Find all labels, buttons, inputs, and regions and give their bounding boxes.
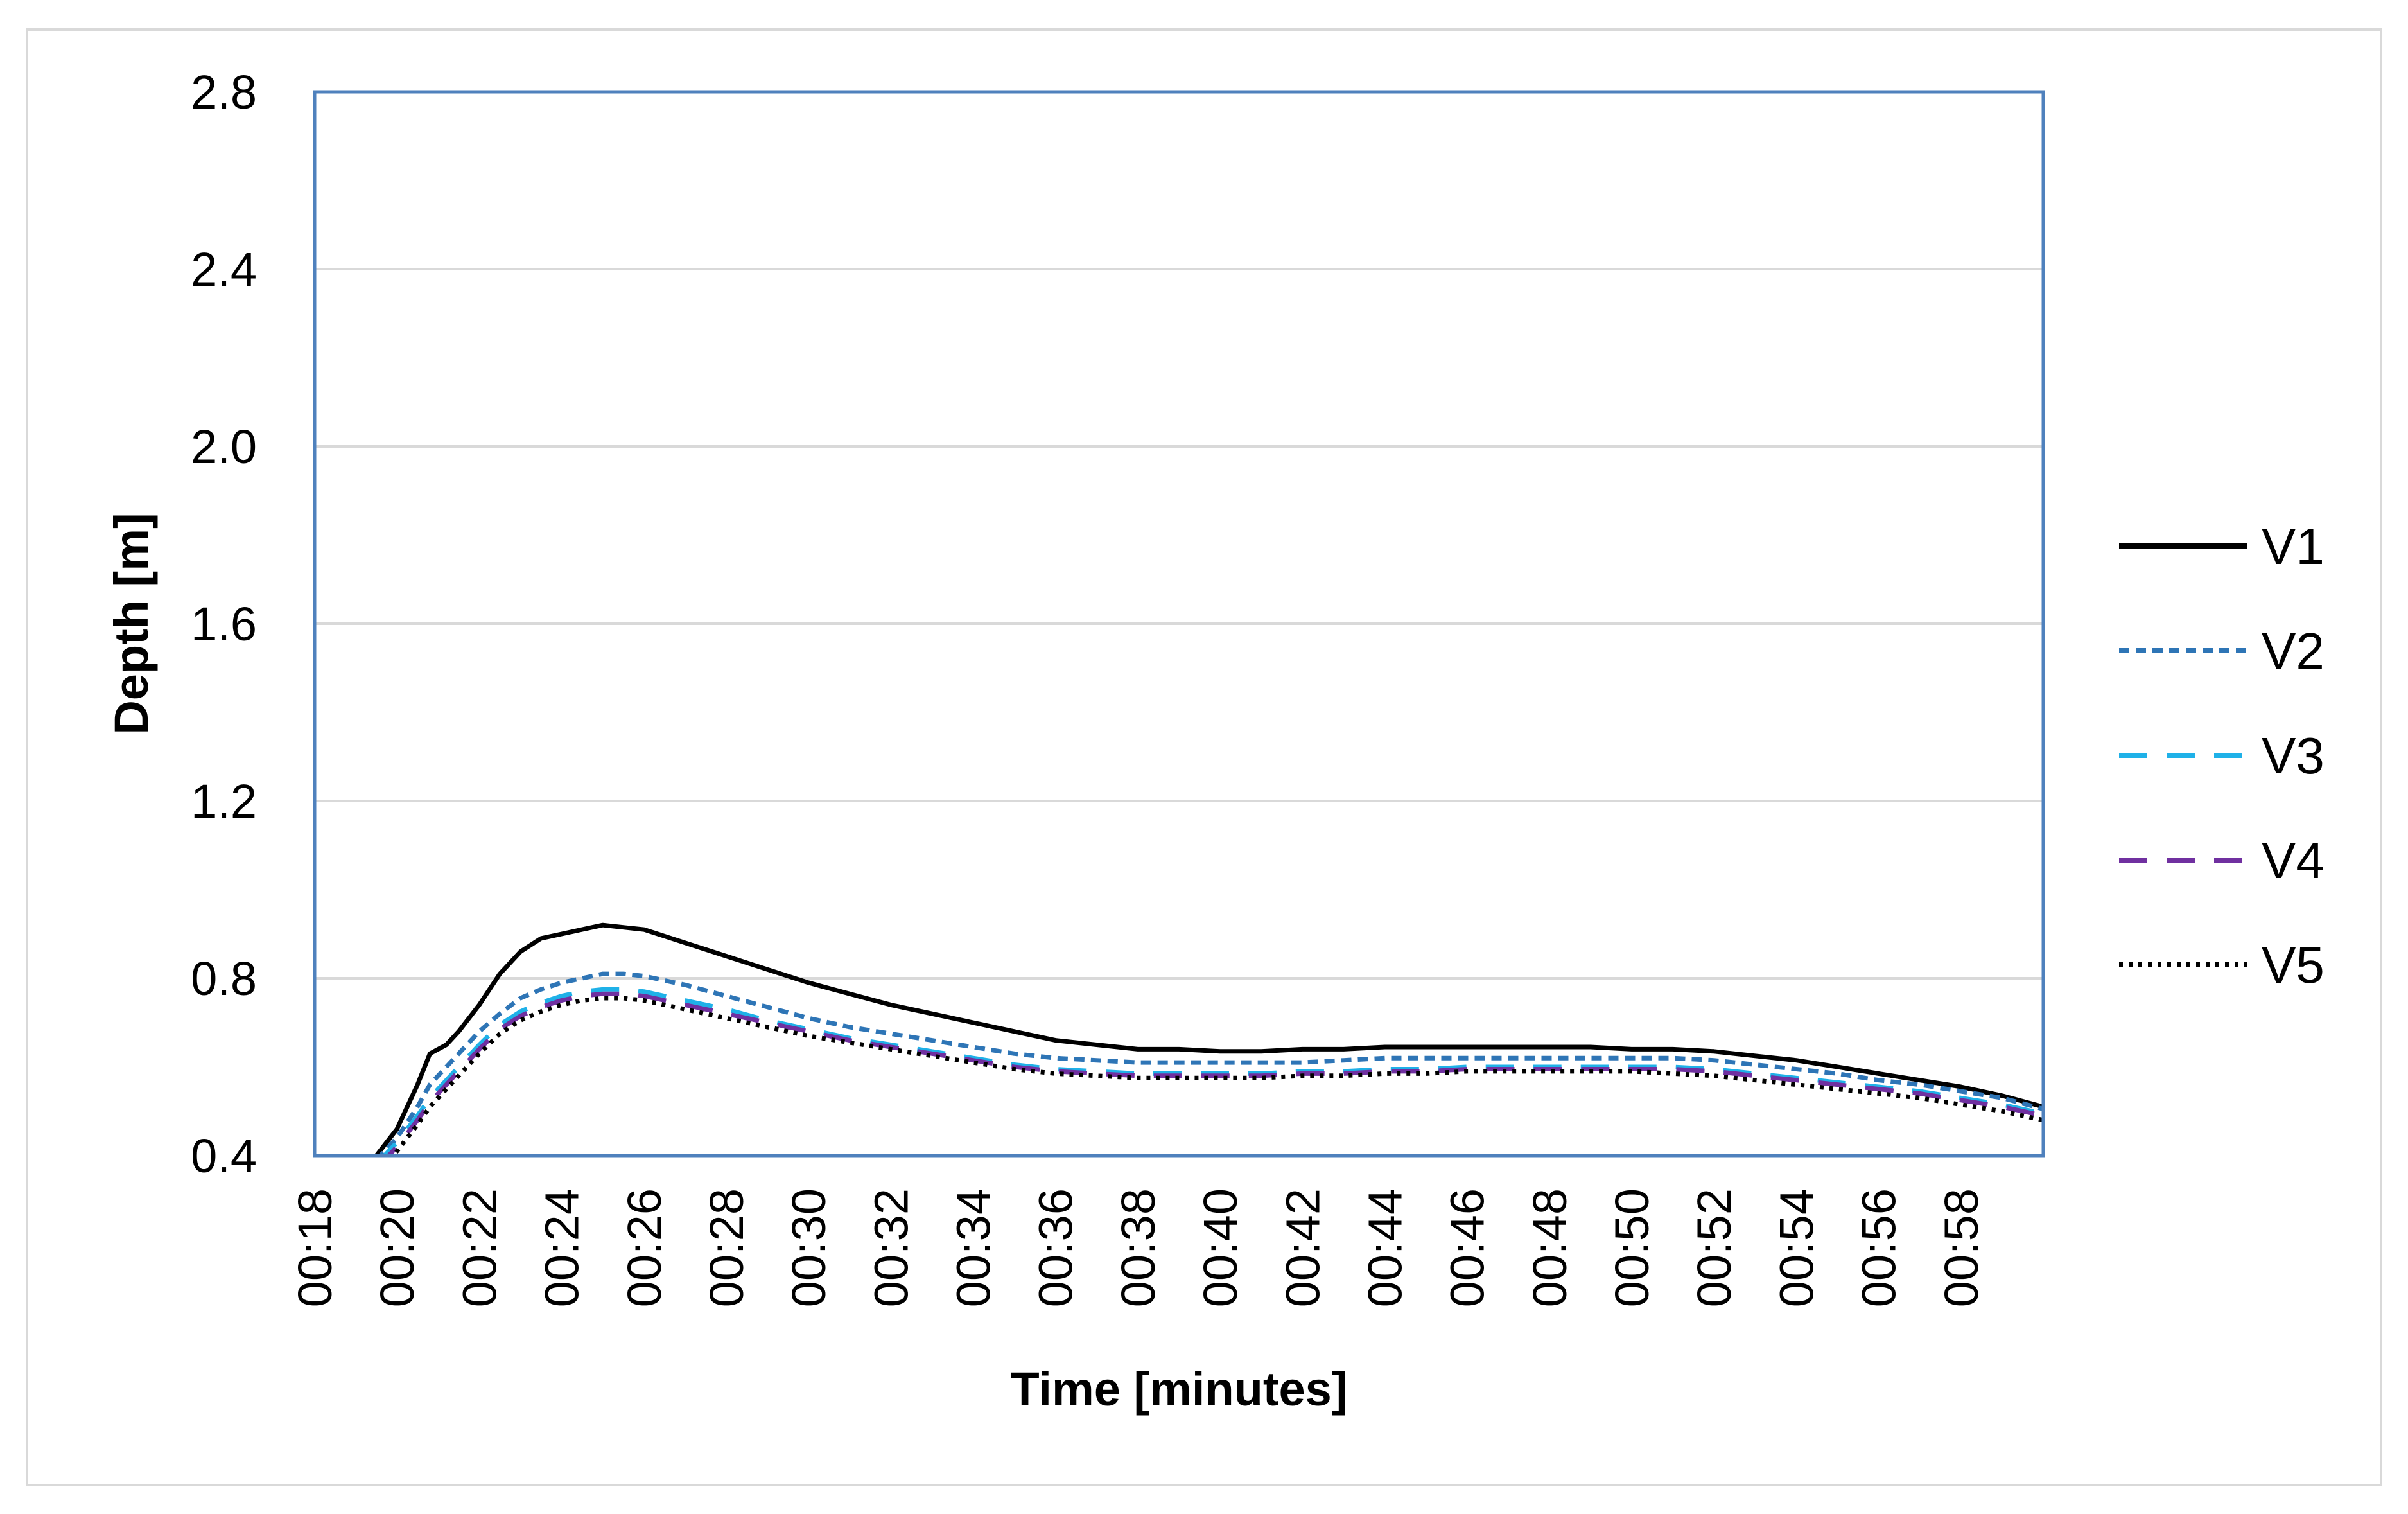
x-tick-label: 00:38 (1112, 1188, 1165, 1307)
x-tick-label: 00:52 (1688, 1188, 1741, 1307)
y-tick-label: 1.2 (191, 775, 257, 828)
legend-label: V4 (2262, 832, 2325, 889)
x-tick-label: 00:40 (1194, 1188, 1247, 1307)
x-tick-label: 00:48 (1523, 1188, 1576, 1307)
legend-label: V1 (2262, 518, 2325, 575)
series-line-v4 (385, 991, 2043, 1156)
series-line-v3 (381, 987, 2043, 1156)
x-tick-label: 00:54 (1770, 1188, 1823, 1307)
x-tick-label: 00:26 (618, 1188, 671, 1307)
x-tick-label: 00:20 (371, 1188, 424, 1307)
legend: V1 V2 V3 V4 V5 (2119, 518, 2325, 994)
x-tick-label: 00:36 (1029, 1188, 1083, 1307)
x-tick-label: 00:30 (782, 1188, 835, 1307)
y-tick-label: 2.4 (191, 243, 257, 296)
y-axis-title: Depth [m] (105, 513, 158, 734)
y-tick-label: 2.8 (191, 66, 257, 119)
x-tick-label: 00:42 (1276, 1188, 1329, 1307)
y-tick-label: 2.0 (191, 420, 257, 473)
x-axis-title: Time [minutes] (1011, 1362, 1348, 1416)
y-tick-label: 0.4 (191, 1129, 257, 1183)
gridlines (315, 268, 2043, 980)
x-tick-label: 00:44 (1358, 1188, 1411, 1307)
legend-label: V5 (2262, 937, 2325, 994)
series-line-v2 (377, 971, 2043, 1156)
x-tick-label: 00:32 (864, 1188, 918, 1307)
legend-label: V3 (2262, 727, 2325, 784)
x-tick-labels: 00:18 00:20 00:22 00:24 00:26 00:28 00:30 00:32… (288, 1188, 1988, 1307)
series-line-v5 (389, 996, 2043, 1156)
x-tick-label: 00:28 (700, 1188, 753, 1307)
x-tick-label: 00:34 (947, 1188, 1000, 1307)
x-tick-label: 00:24 (536, 1188, 589, 1307)
legend-label: V2 (2262, 622, 2325, 680)
x-tick-label: 00:56 (1853, 1188, 1906, 1307)
x-tick-label: 00:22 (453, 1188, 506, 1307)
x-tick-label: 00:50 (1605, 1188, 1659, 1307)
series-lines (374, 922, 2043, 1156)
chart-frame (26, 28, 2382, 1486)
x-tick-label: 00:18 (288, 1188, 342, 1307)
series-line-v1 (374, 922, 2043, 1156)
y-tick-labels: 0.4 0.8 1.2 1.6 2.0 2.4 2.8 (191, 66, 257, 1183)
x-tick-label: 00:46 (1441, 1188, 1494, 1307)
y-tick-label: 1.6 (191, 597, 257, 651)
y-tick-label: 0.8 (191, 952, 257, 1005)
plot-area-border (313, 90, 2045, 1158)
x-tick-label: 00:58 (1935, 1188, 1988, 1307)
